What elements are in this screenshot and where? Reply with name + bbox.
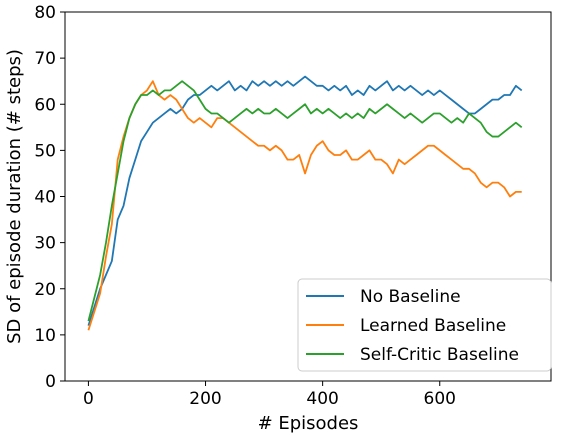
- x-tick-label: 600: [424, 389, 456, 409]
- legend-label-no-baseline: No Baseline: [360, 287, 461, 307]
- x-tick-label: 0: [83, 389, 94, 409]
- y-tick-label: 20: [34, 280, 56, 300]
- axes-layer: 0 200 400 600 0 10 20 30 40 50 60 70 80: [34, 3, 552, 409]
- y-tick-label: 80: [34, 3, 56, 23]
- series-line-no-baseline: [87, 75, 523, 326]
- series-line-self-critic-baseline: [87, 80, 523, 322]
- legend-label-learned-baseline: Learned Baseline: [360, 316, 506, 336]
- y-tick-label: 0: [45, 372, 56, 392]
- y-tick-label: 50: [34, 141, 56, 161]
- x-axis-label: # Episodes: [258, 413, 359, 434]
- y-tick-label: 30: [34, 234, 56, 254]
- y-tick-label: 70: [34, 49, 56, 69]
- legend-label-self-critic-baseline: Self-Critic Baseline: [360, 345, 519, 365]
- series-layer: [87, 75, 523, 331]
- series-line-learned-baseline: [87, 80, 522, 331]
- y-tick-label: 10: [34, 326, 56, 346]
- legend-box: [297, 278, 552, 372]
- y-axis-label: SD of episode duration (# steps): [4, 49, 25, 344]
- legend: No Baseline Learned Baseline Self-Critic B…: [297, 278, 552, 372]
- x-tick-label: 400: [306, 389, 338, 409]
- y-tick-label: 60: [34, 95, 56, 115]
- y-tick-label: 40: [34, 188, 56, 208]
- x-tick-label: 200: [189, 389, 221, 409]
